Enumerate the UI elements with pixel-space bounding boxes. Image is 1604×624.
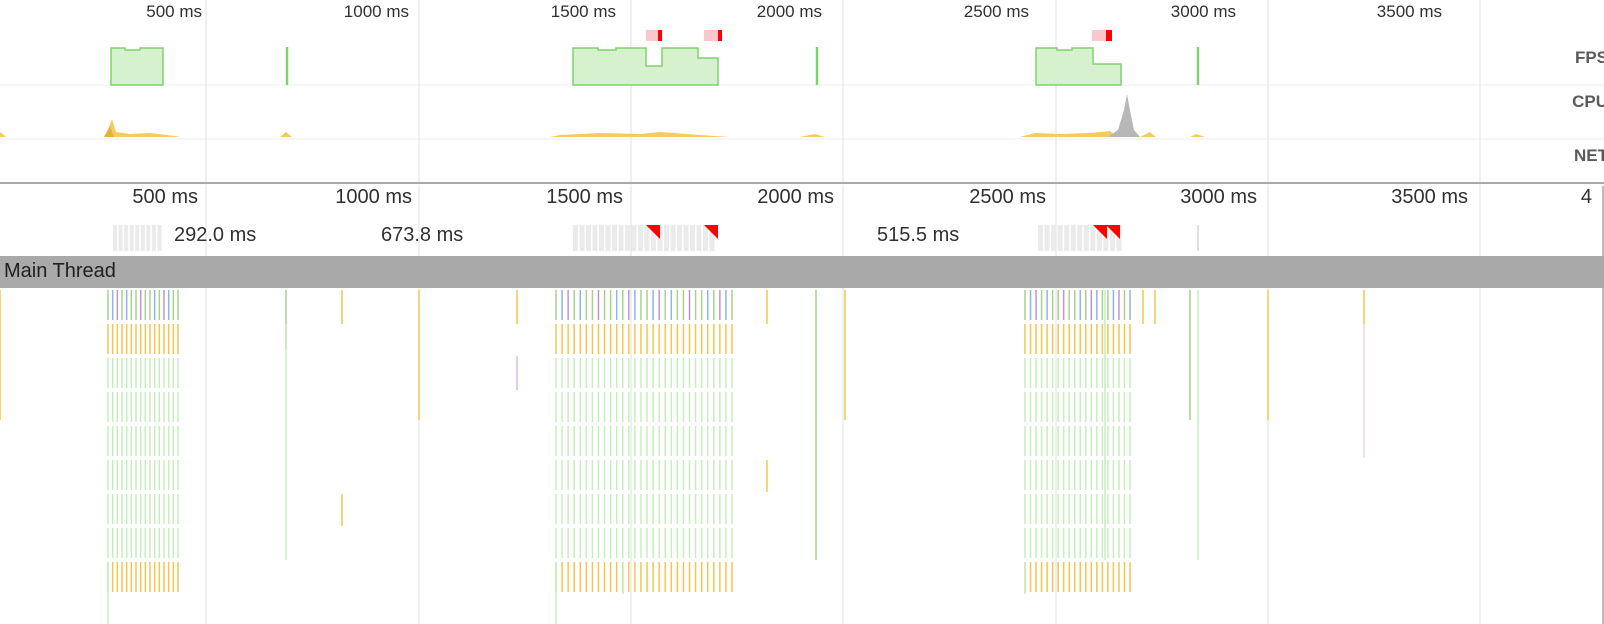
- frame-bar: [644, 225, 650, 251]
- frame-bar: [664, 225, 669, 251]
- frame-bar: [1116, 225, 1122, 251]
- long-frame-marker: [718, 30, 722, 41]
- frame-bar: [683, 225, 689, 251]
- long-frame-triangle: [1106, 225, 1120, 239]
- fps-block: [1035, 47, 1122, 86]
- timeline-overview[interactable]: 500 ms 1000 ms 1500 ms 2000 ms 2500 ms 3…: [0, 0, 1604, 185]
- ruler-label: 2500 ms: [969, 186, 1046, 208]
- frame-bar: [579, 225, 585, 251]
- frame-bar: [1064, 225, 1070, 251]
- overview-tick: 1000 ms: [343, 2, 409, 21]
- frame-bar: [140, 225, 145, 251]
- frame-bar: [696, 225, 702, 251]
- frame-bar: [135, 225, 140, 251]
- frame-bar: [670, 225, 676, 251]
- net-track-label: NET: [1574, 146, 1604, 165]
- frame-bar: [1109, 225, 1115, 251]
- long-frame-triangle: [1093, 225, 1107, 239]
- overview-graphs: [0, 0, 1604, 185]
- ruler-label: 2000 ms: [757, 186, 834, 208]
- frame-bar: [573, 225, 578, 251]
- fps-block: [110, 47, 164, 86]
- frame-bar: [1051, 225, 1057, 251]
- cpu-track-label: CPU: [1572, 92, 1604, 111]
- frame-bar: [1070, 225, 1076, 251]
- long-frame-marker-bg: [646, 30, 662, 41]
- frame-bar: [146, 225, 151, 251]
- overview-tick: 2000 ms: [756, 2, 822, 21]
- ruler-label: 500 ms: [132, 186, 198, 208]
- overview-tick: 500 ms: [146, 2, 202, 21]
- frame-bar: [599, 225, 604, 251]
- frame-bar: [592, 225, 598, 251]
- ruler-label: 3500 ms: [1391, 186, 1468, 208]
- frame-bar: [1083, 225, 1089, 251]
- frame-duration-label[interactable]: 515.5 ms: [877, 224, 960, 246]
- frame-bar: [118, 225, 123, 251]
- frame-bar: [1057, 225, 1063, 251]
- ruler-label: 4: [1580, 186, 1592, 208]
- frame-bar: [631, 225, 637, 251]
- frame-bar: [124, 225, 129, 251]
- frame-bar: [612, 225, 617, 251]
- long-frame-marker-bg: [704, 30, 722, 41]
- frame-bar: [157, 225, 162, 251]
- overview-tick: 2500 ms: [963, 2, 1029, 21]
- frame-bar: [651, 225, 656, 251]
- long-frame-triangle: [646, 225, 660, 239]
- cpu-other-spike: [1108, 94, 1140, 137]
- frame-duration-label[interactable]: 292.0 ms: [174, 224, 257, 246]
- long-frame-marker-bg: [1092, 30, 1110, 41]
- long-frame-marker: [658, 30, 662, 41]
- fps-track-label: FPS: [1574, 48, 1604, 67]
- frame-bar: [690, 225, 695, 251]
- frame-bar: [113, 225, 118, 251]
- cpu-scripting-peak: [104, 126, 114, 137]
- ruler-label: 1500 ms: [546, 186, 623, 208]
- frame-bar: [1090, 225, 1096, 251]
- frame-bar: [151, 225, 156, 251]
- frame-bar: [618, 225, 624, 251]
- frame-bar: [1096, 225, 1102, 251]
- long-frame-triangle: [704, 225, 718, 239]
- cpu-scripting-area: [0, 119, 1205, 137]
- frame-bar: [638, 225, 643, 251]
- frame-bar: [605, 225, 611, 251]
- main-thread-header[interactable]: Main Thread: [0, 256, 1604, 288]
- ruler-label: 3000 ms: [1180, 186, 1257, 208]
- frame-bar: [709, 225, 715, 251]
- frame-bar: [677, 225, 682, 251]
- frame-duration-label[interactable]: 673.8 ms: [381, 224, 464, 246]
- frame-bar: [586, 225, 591, 251]
- fps-block: [572, 47, 719, 86]
- overview-tick: 3500 ms: [1376, 2, 1442, 21]
- long-frame-marker: [1108, 30, 1112, 41]
- frame-bar: [703, 225, 708, 251]
- frame-bar: [1044, 225, 1050, 251]
- ruler-label: 1000 ms: [335, 186, 412, 208]
- overview-tick: 1500 ms: [550, 2, 616, 21]
- frame-bar: [1103, 225, 1109, 251]
- frame-bar: [129, 225, 134, 251]
- frame-bar: [1077, 225, 1083, 251]
- thread-title: Main Thread: [4, 260, 116, 282]
- frame-bar: [625, 225, 630, 251]
- overview-tick: 3000 ms: [1170, 2, 1236, 21]
- frame-bar: [1038, 225, 1044, 251]
